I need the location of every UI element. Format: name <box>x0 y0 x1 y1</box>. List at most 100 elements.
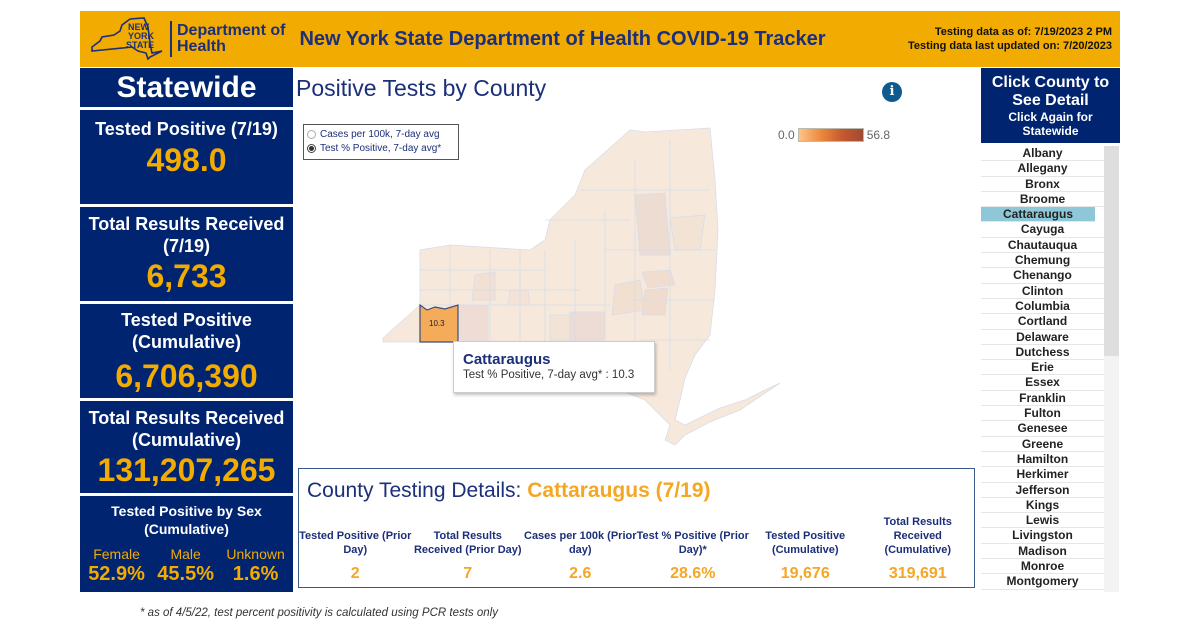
nys-doh-logo: NEW YORK STATE Department of Health <box>88 15 285 63</box>
header-bar: NEW YORK STATE Department of Health New … <box>80 11 1120 67</box>
county-item[interactable]: Monroe <box>981 559 1104 575</box>
footnote: * as of 4/5/22, test percent positivity … <box>140 607 498 619</box>
stat-label: Tested Positive (7/19) <box>95 119 278 139</box>
metric-option-cases[interactable]: Cases per 100k, 7-day avg <box>307 127 458 141</box>
county-item[interactable]: Fulton <box>981 406 1104 422</box>
detail-value: 2 <box>350 565 360 582</box>
stat-label: Total Results Received <box>88 408 285 428</box>
statewide-heading[interactable]: Statewide <box>80 68 293 107</box>
county-item[interactable]: Broome <box>981 192 1104 208</box>
county-item[interactable]: Essex <box>981 375 1104 391</box>
department-line-1: Department of <box>177 22 286 39</box>
county-item[interactable]: Dutchess <box>981 345 1104 361</box>
map-title: Positive Tests by County <box>296 75 547 101</box>
sex-value: 45.5% <box>157 563 215 585</box>
legend-min: 0.0 <box>778 128 795 142</box>
detail-value: 319,691 <box>888 565 947 582</box>
detail-label: Test % Positive (Prior Day)* <box>636 530 749 556</box>
county-item[interactable]: Clinton <box>981 284 1104 299</box>
detail-total-results-cumulative: Total Results Received (Cumulative) 319,… <box>862 515 975 587</box>
detail-test-percent-positive: Test % Positive (Prior Day)* 28.6% <box>637 515 750 587</box>
color-legend: 0.0 56.8 <box>778 128 890 142</box>
sex-female: Female 52.9% <box>88 546 145 586</box>
county-item[interactable]: Chautauqua <box>981 238 1104 254</box>
county-list: Albany Allegany Bronx Broome Cattaraugus… <box>981 146 1104 590</box>
county-item[interactable]: Montgomery <box>981 574 1104 590</box>
total-results-day-card: Total Results Received (7/19) 6,733 <box>80 207 293 301</box>
county-item[interactable]: Greene <box>981 437 1104 452</box>
detail-label: Tested Positive (Prior Day) <box>299 530 412 556</box>
sex-breakdown: Female 52.9% Male 45.5% Unknown 1.6% <box>80 546 293 586</box>
scrollbar-thumb[interactable] <box>1104 146 1119 356</box>
county-item[interactable]: Franklin <box>981 391 1104 407</box>
county-item[interactable]: Kings <box>981 498 1104 514</box>
radio-button-selected[interactable] <box>307 143 316 153</box>
state-outline <box>382 127 781 446</box>
county-item[interactable]: Madison <box>981 544 1104 560</box>
detail-value: 7 <box>463 565 473 582</box>
tested-positive-day-card: Tested Positive (7/19) 498.0 <box>80 110 293 204</box>
sex-label: Unknown <box>226 546 285 562</box>
picker-heading-2: See Detail <box>1012 92 1089 109</box>
details-title-prefix: County Testing Details: <box>307 479 528 502</box>
last-updated: Testing data last updated on: 7/20/2023 <box>908 40 1112 52</box>
stat-label: Tested Positive <box>121 310 252 330</box>
svg-text:NEW: NEW <box>128 22 150 32</box>
info-icon[interactable]: i <box>882 82 902 102</box>
data-timestamps: Testing data as of: 7/19/2023 2 PM Testi… <box>908 25 1112 53</box>
tested-positive-cumulative-card: Tested Positive (Cumulative) 6,706,390 <box>80 304 293 398</box>
county-item[interactable]: Genesee <box>981 421 1104 437</box>
stat-label: Tested Positive by Sex <box>111 503 262 519</box>
county-tooltip: Cattaraugus Test % Positive, 7-day avg* … <box>453 341 655 393</box>
total-results-cumulative-card: Total Results Received (Cumulative) 131,… <box>80 401 293 493</box>
metric-selector: Cases per 100k, 7-day avg Test % Positiv… <box>303 124 459 160</box>
positive-by-sex-card: Tested Positive by Sex (Cumulative) Fema… <box>80 496 293 592</box>
county-item[interactable]: Chenango <box>981 268 1104 284</box>
county-item[interactable]: Erie <box>981 360 1104 376</box>
county-item[interactable]: Cayuga <box>981 222 1104 238</box>
sex-value: 1.6% <box>232 563 279 585</box>
county-item[interactable]: Bronx <box>981 177 1104 192</box>
county-item[interactable]: Delaware <box>981 330 1104 345</box>
testing-as-of: Testing data as of: 7/19/2023 2 PM <box>934 26 1112 38</box>
detail-label: Cases per 100k (Prior day) <box>524 530 637 556</box>
county-item[interactable]: Allegany <box>981 161 1104 177</box>
county-item[interactable]: Livingston <box>981 528 1104 544</box>
county-item[interactable]: Cortland <box>981 314 1104 330</box>
detail-label: Tested Positive (Cumulative) <box>765 530 846 556</box>
detail-value: 19,676 <box>780 565 830 582</box>
metric-option-test-positive[interactable]: Test % Positive, 7-day avg* <box>307 141 458 155</box>
department-name: Department of Health <box>177 23 285 55</box>
metric-option-label: Cases per 100k, 7-day avg <box>320 128 440 140</box>
county-item[interactable]: Columbia <box>981 299 1104 315</box>
county-item[interactable]: Chemung <box>981 253 1104 269</box>
sex-value: 52.9% <box>88 563 145 585</box>
ny-county-map[interactable]: 10.3 <box>380 100 800 450</box>
stat-value: 131,207,265 <box>97 452 276 488</box>
county-item-selected[interactable]: Cattaraugus <box>981 207 1095 223</box>
detail-total-results-prior: Total Results Received (Prior Day) 7 <box>412 515 525 587</box>
sex-label: Female <box>93 546 140 562</box>
stat-label: Total Results Received <box>88 214 285 234</box>
radio-button[interactable] <box>307 129 316 139</box>
stat-value: 6,706,390 <box>115 358 258 394</box>
county-item[interactable]: Lewis <box>981 513 1104 529</box>
svg-text:YORK: YORK <box>128 31 155 41</box>
detail-cases-per-100k: Cases per 100k (Prior day) 2.6 <box>524 515 637 587</box>
tooltip-metric: Test % Positive, 7-day avg* : 10.3 <box>463 369 635 381</box>
detail-label: Total Results Received (Prior Day) <box>413 530 522 556</box>
sex-unknown: Unknown 1.6% <box>226 546 284 586</box>
county-item[interactable]: Albany <box>981 146 1104 162</box>
county-list-scrollbar[interactable] <box>1104 146 1119 592</box>
county-cattaraugus <box>419 303 459 343</box>
county-item[interactable]: Hamilton <box>981 452 1104 468</box>
detail-value: 2.6 <box>569 565 592 582</box>
county-item[interactable]: Jefferson <box>981 483 1104 498</box>
county-value-label: 10.3 <box>429 319 445 328</box>
picker-sub-1: Click Again for <box>1008 110 1093 124</box>
county-item[interactable]: Herkimer <box>981 467 1104 483</box>
stat-value: 498.0 <box>146 142 227 178</box>
tooltip-county: Cattaraugus <box>463 351 551 368</box>
detail-value: 28.6% <box>670 565 716 582</box>
stat-label-sub: (Cumulative) <box>144 521 229 537</box>
